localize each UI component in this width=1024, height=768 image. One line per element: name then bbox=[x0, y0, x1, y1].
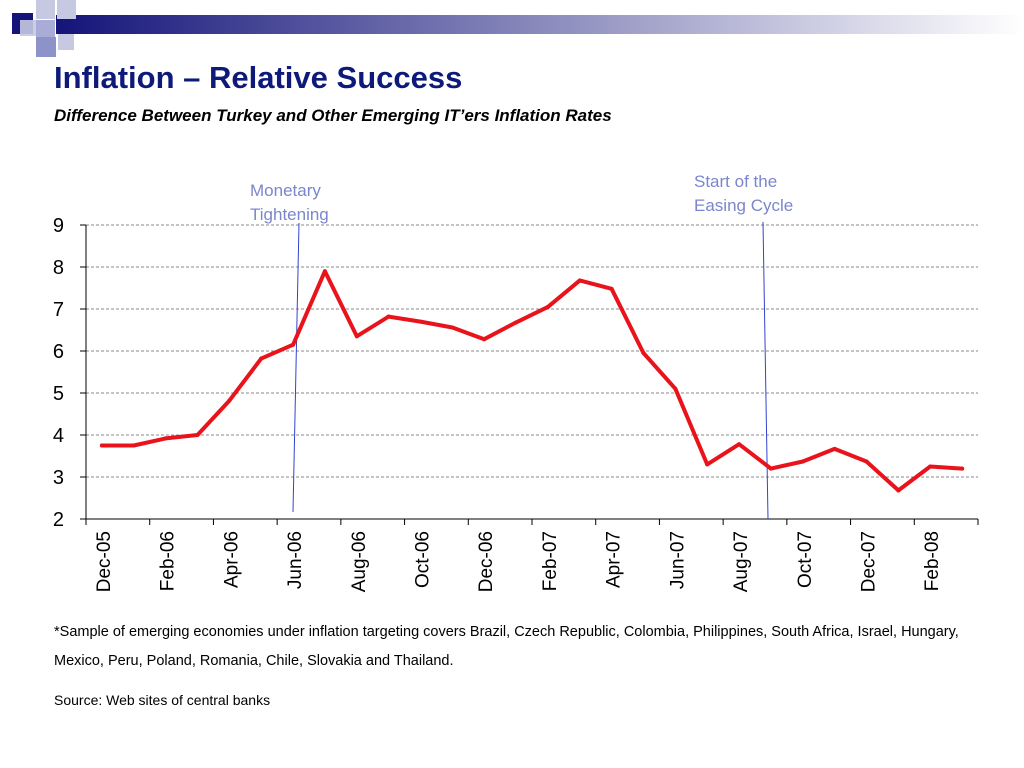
y-tick-label: 7 bbox=[53, 299, 64, 321]
data-point bbox=[322, 269, 327, 274]
annotation-label: Monetary bbox=[250, 181, 321, 200]
header-gradient-bar bbox=[56, 15, 1024, 34]
x-tick-label: Feb-07 bbox=[540, 531, 561, 591]
decor-square bbox=[57, 0, 76, 19]
data-point bbox=[864, 459, 869, 464]
x-tick-label: Jun-07 bbox=[667, 531, 688, 589]
data-point bbox=[896, 488, 901, 493]
annotation-line bbox=[762, 221, 769, 520]
x-tick-label: Dec-06 bbox=[476, 531, 497, 592]
decor-square bbox=[36, 37, 56, 57]
data-point bbox=[354, 334, 359, 339]
x-tick-label: Aug-06 bbox=[349, 531, 370, 592]
data-point bbox=[832, 446, 837, 451]
page-title: Inflation – Relative Success bbox=[54, 60, 463, 95]
data-point bbox=[545, 304, 550, 309]
page-subtitle: Difference Between Turkey and Other Emer… bbox=[54, 106, 612, 125]
x-tick-label: Jun-06 bbox=[285, 531, 306, 589]
data-point bbox=[609, 286, 614, 291]
x-tick-label: Aug-07 bbox=[731, 531, 752, 592]
header-decoration bbox=[12, 0, 1024, 57]
data-point bbox=[800, 459, 805, 464]
y-tick-label: 9 bbox=[53, 215, 64, 237]
data-point bbox=[291, 342, 296, 347]
y-tick-label: 3 bbox=[53, 467, 64, 489]
data-point bbox=[450, 325, 455, 330]
source-note: Source: Web sites of central banks bbox=[54, 692, 271, 708]
data-point bbox=[163, 436, 168, 441]
x-tick-label: Feb-08 bbox=[922, 531, 943, 591]
data-point bbox=[577, 278, 582, 283]
annotation-label: Tightening bbox=[250, 205, 329, 224]
x-tick-label: Apr-06 bbox=[221, 531, 242, 588]
data-point bbox=[641, 351, 646, 356]
data-point bbox=[227, 398, 232, 403]
annotation-label: Start of the bbox=[694, 172, 777, 191]
data-point bbox=[928, 464, 933, 469]
data-point bbox=[705, 462, 710, 467]
data-point bbox=[514, 320, 519, 325]
y-tick-label: 5 bbox=[53, 383, 64, 405]
data-point bbox=[673, 386, 678, 391]
x-tick-label: Oct-07 bbox=[795, 531, 816, 588]
x-tick-label: Feb-06 bbox=[158, 531, 179, 591]
decor-square bbox=[58, 34, 74, 50]
decor-square bbox=[36, 0, 55, 19]
data-point bbox=[195, 433, 200, 437]
footnote: *Sample of emerging economies under infl… bbox=[54, 624, 959, 669]
y-tick-label: 4 bbox=[53, 425, 64, 447]
y-tick-label: 6 bbox=[53, 341, 64, 363]
series-line bbox=[99, 269, 965, 493]
data-point bbox=[482, 337, 487, 342]
line-chart: 2 3 4 5 6 7 8 9 Dec-05 Feb-06 Apr-06 Jun-06 Aug-06 Oc… bbox=[53, 172, 979, 592]
y-tick-label: 8 bbox=[53, 257, 64, 279]
data-point bbox=[960, 466, 965, 471]
annotation-label: Easing Cycle bbox=[694, 196, 793, 215]
data-point bbox=[386, 314, 391, 319]
annotation-line bbox=[292, 222, 300, 513]
data-point bbox=[418, 319, 423, 324]
decor-square bbox=[36, 20, 55, 39]
x-tick-label: Oct-06 bbox=[413, 531, 434, 588]
x-tick-label: Dec-05 bbox=[94, 531, 115, 592]
data-point bbox=[768, 466, 773, 471]
data-point bbox=[131, 443, 136, 448]
y-tick-label: 2 bbox=[53, 509, 64, 531]
data-point bbox=[99, 443, 104, 448]
data-point bbox=[737, 442, 742, 447]
x-tick-label: Dec-07 bbox=[859, 531, 880, 592]
decor-square bbox=[20, 20, 36, 36]
data-point bbox=[259, 356, 264, 361]
x-tick-label: Apr-07 bbox=[604, 531, 625, 588]
